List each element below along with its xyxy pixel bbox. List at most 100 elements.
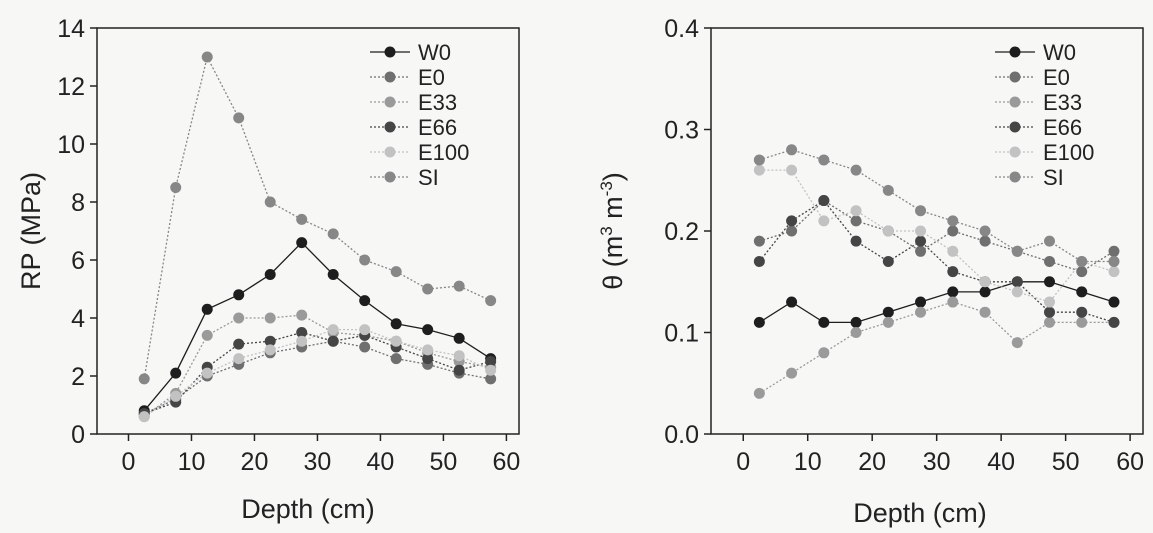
rp-point-si — [359, 254, 371, 266]
theta-point-e0 — [947, 225, 959, 237]
theta-legend-label-w0: W0 — [1043, 40, 1076, 65]
theta-point-e0 — [850, 215, 862, 227]
rp-point-si — [485, 295, 497, 307]
theta-point-e0 — [753, 235, 765, 247]
rp-legend-label-e100: E100 — [418, 140, 469, 165]
rp-point-e66 — [327, 335, 339, 347]
theta-point-e33 — [915, 306, 927, 318]
rp-point-si — [296, 213, 308, 225]
rp-x-tick-label: 0 — [122, 448, 136, 476]
rp-legend-marker-si — [384, 171, 396, 183]
theta-y-axis-label: θ (m3 m-3) — [597, 172, 628, 290]
theta-series-line-w0 — [759, 281, 1115, 324]
rp-y-tick-label: 8 — [71, 189, 85, 217]
rp-point-e100 — [485, 364, 497, 376]
theta-point-e66 — [818, 195, 830, 207]
rp-point-w0 — [390, 318, 402, 330]
theta-point-e33 — [1044, 316, 1056, 328]
theta-point-e0 — [1108, 245, 1120, 257]
rp-point-w0 — [422, 324, 434, 336]
rp-legend-label-si: SI — [418, 165, 439, 190]
theta-point-w0 — [850, 316, 862, 328]
theta-x-tick-label: 20 — [858, 448, 886, 476]
theta-point-e33 — [818, 347, 830, 359]
rp-x-tick-label: 60 — [492, 448, 520, 476]
rp-plot-frame — [96, 27, 520, 435]
rp-y-axis-label: RP (MPa) — [16, 172, 46, 290]
rp-point-e66 — [296, 327, 308, 338]
rp-point-e0 — [390, 353, 402, 365]
rp-point-si — [422, 283, 434, 295]
rp-x-tick-label: 30 — [304, 448, 332, 476]
theta-legend-marker-si — [1009, 171, 1021, 183]
theta-legend-marker-e100 — [1009, 146, 1021, 158]
theta-point-e100 — [753, 164, 765, 176]
theta-point-e100 — [786, 164, 798, 176]
rp-y-tick-label: 12 — [57, 73, 85, 101]
theta-point-w0 — [753, 316, 765, 328]
theta-legend-label-e66: E66 — [1043, 115, 1082, 140]
rp-point-e33 — [296, 309, 308, 321]
theta-point-e33 — [753, 387, 765, 399]
theta-legend-marker-e0 — [1009, 71, 1021, 83]
theta-point-e66 — [786, 215, 798, 227]
theta-point-w0 — [915, 296, 927, 308]
rp-point-e33 — [264, 312, 276, 324]
theta-series-line-e0 — [759, 199, 1115, 273]
theta-point-e0 — [979, 235, 991, 247]
theta-point-e100 — [1108, 266, 1120, 278]
rp-point-e100 — [296, 335, 308, 347]
rp-legend-marker-w0 — [384, 46, 396, 58]
rp-y-tick-label: 2 — [71, 363, 85, 391]
rp-x-tick-label: 40 — [367, 448, 395, 476]
rp-y-tick-label: 0 — [71, 421, 85, 449]
theta-point-w0 — [882, 306, 894, 318]
theta-point-w0 — [1044, 276, 1056, 288]
rp-point-w0 — [327, 269, 339, 280]
theta-point-e100 — [818, 215, 830, 227]
theta-y-tick-label: 0.1 — [664, 320, 699, 348]
rp-legend-marker-e66 — [384, 121, 396, 133]
theta-y-label-end: ) — [598, 172, 628, 181]
rp-y-tick-label: 14 — [57, 15, 85, 43]
theta-point-e66 — [1011, 276, 1023, 288]
theta-point-w0 — [979, 286, 991, 298]
theta-point-e66 — [1076, 306, 1088, 318]
rp-point-e66 — [422, 353, 434, 365]
theta-point-e33 — [979, 306, 991, 318]
theta-point-e100 — [979, 276, 991, 288]
theta-point-w0 — [947, 286, 959, 298]
theta-point-e33 — [947, 296, 959, 308]
theta-legend-label-si: SI — [1043, 165, 1064, 190]
theta-point-si — [1076, 255, 1088, 267]
rp-point-e100 — [359, 324, 371, 336]
theta-legend-label-e100: E100 — [1043, 140, 1094, 165]
theta-point-e100 — [882, 225, 894, 237]
rp-point-e100 — [453, 350, 465, 362]
theta-point-e100 — [947, 245, 959, 257]
theta-x-tick-label: 0 — [736, 448, 750, 476]
rp-legend-label-w0: W0 — [418, 40, 451, 65]
theta-point-e0 — [915, 245, 927, 257]
rp-point-w0 — [233, 289, 245, 301]
rp-point-e66 — [233, 338, 245, 350]
theta-series-line-si — [759, 149, 1114, 263]
rp-x-tick-label: 10 — [178, 448, 206, 476]
theta-point-e100 — [850, 205, 862, 217]
theta-chart: 0 10 20 30 40 50 60 0.0 0.1 0.2 0.3 0.4 W0E0E33E66E… — [597, 15, 1144, 528]
theta-x-tick-label: 30 — [923, 448, 951, 476]
theta-point-si — [786, 144, 798, 156]
theta-point-e66 — [947, 266, 959, 278]
theta-y-label-sup1: 3 — [597, 226, 616, 235]
theta-point-e33 — [1011, 337, 1023, 349]
theta-point-e33 — [1076, 316, 1088, 328]
rp-point-si — [201, 51, 213, 63]
rp-point-si — [453, 280, 465, 292]
rp-legend-label-e33: E33 — [418, 90, 457, 115]
theta-point-e100 — [1044, 296, 1056, 308]
theta-point-si — [850, 164, 862, 176]
rp-point-e33 — [201, 329, 213, 341]
rp-point-si — [170, 182, 182, 193]
theta-point-si — [1044, 235, 1056, 247]
